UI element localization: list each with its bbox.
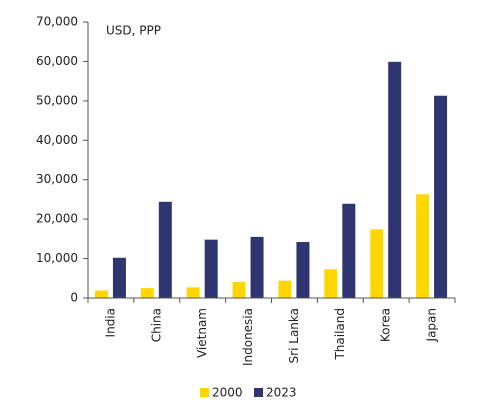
x-tick-label: Vietnam xyxy=(195,308,209,358)
legend-swatch xyxy=(254,388,263,397)
bar xyxy=(434,95,448,298)
bar xyxy=(112,257,126,298)
bar xyxy=(232,281,246,298)
y-tick-label: 10,000 xyxy=(36,251,78,265)
y-tick-label: 20,000 xyxy=(36,212,78,226)
annotation: USD, PPP xyxy=(106,24,161,38)
bar xyxy=(186,287,200,298)
bar xyxy=(140,288,154,298)
bar xyxy=(158,201,172,298)
x-tick-label: China xyxy=(149,308,163,342)
y-tick-label: 70,000 xyxy=(36,15,78,29)
bar xyxy=(296,242,310,298)
x-tick-label: Japan xyxy=(425,308,439,342)
bar xyxy=(342,203,356,298)
bar xyxy=(416,194,430,298)
bar xyxy=(94,290,108,298)
x-tick-label: Indonesia xyxy=(241,308,255,366)
y-tick-label: 30,000 xyxy=(36,172,78,186)
x-tick-label: India xyxy=(103,308,117,337)
x-tick-label: Thailand xyxy=(333,308,347,361)
bar xyxy=(324,269,338,298)
bar xyxy=(204,239,218,298)
legend-label: 2000 xyxy=(212,386,243,400)
y-tick-label: 40,000 xyxy=(36,133,78,147)
bar xyxy=(250,236,264,298)
bar xyxy=(388,61,402,298)
bar xyxy=(370,229,384,298)
legend-label: 2023 xyxy=(266,386,297,400)
y-tick-label: 50,000 xyxy=(36,93,78,107)
bar xyxy=(278,280,292,298)
x-tick-label: Korea xyxy=(379,308,393,342)
y-tick-label: 60,000 xyxy=(36,54,78,68)
legend-swatch xyxy=(200,388,209,397)
y-tick-label: 0 xyxy=(70,291,78,305)
x-tick-label: Sri Lanka xyxy=(287,308,301,363)
